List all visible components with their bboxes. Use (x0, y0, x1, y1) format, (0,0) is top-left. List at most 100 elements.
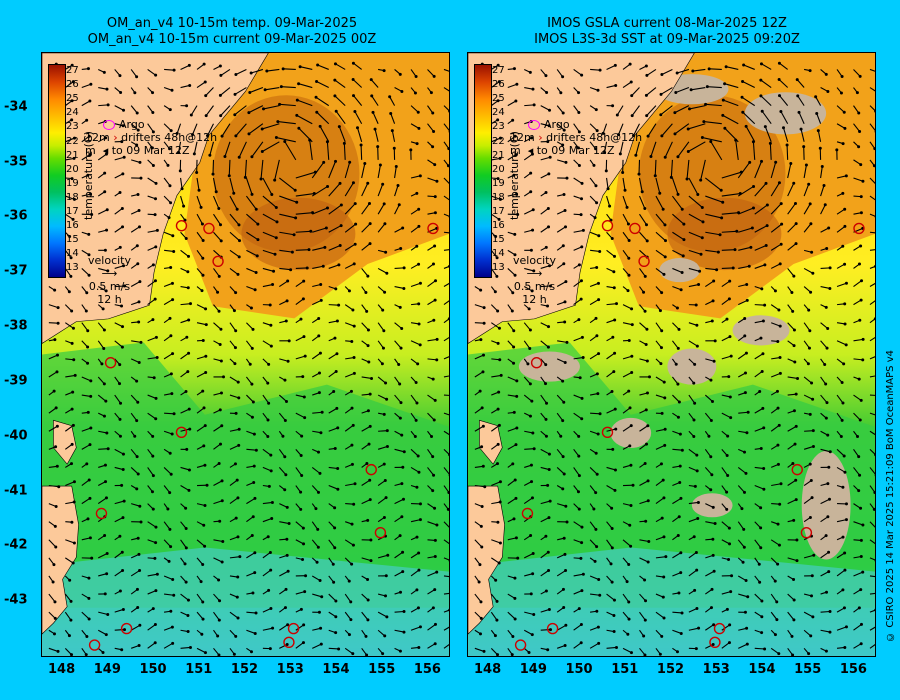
arrow-head (645, 114, 649, 118)
current-arrow (721, 591, 731, 595)
arrow-head (122, 155, 126, 159)
current-arrow (238, 141, 247, 158)
current-arrow (869, 213, 875, 217)
current-arrow (245, 340, 253, 349)
current-arrow (361, 376, 372, 380)
arrow-head (483, 485, 487, 489)
arrow-head (72, 500, 76, 504)
arrow-head (629, 651, 633, 655)
arrow-head (511, 291, 515, 295)
current-arrow (639, 557, 649, 563)
arrow-head (531, 208, 535, 212)
arrow-head (185, 104, 189, 108)
current-arrow (770, 424, 780, 432)
arrow-head (512, 329, 516, 333)
arrow-head (275, 220, 279, 224)
arrow-head (612, 614, 616, 618)
current-arrow (523, 394, 533, 402)
arrow-head (180, 187, 184, 191)
current-arrow (262, 340, 272, 347)
arrow-head (580, 541, 584, 545)
arrow-head (88, 153, 92, 157)
current-arrow (295, 249, 310, 251)
current-arrow (474, 354, 484, 360)
arrow-head (431, 111, 435, 115)
arrow-head (662, 535, 666, 539)
arrow-head (612, 630, 616, 634)
arrow-head (272, 269, 276, 273)
arrow-head (626, 632, 630, 636)
arrow-head (170, 88, 174, 92)
arrow-head (695, 453, 699, 457)
arrow-head (576, 490, 580, 494)
arrow-head (763, 263, 767, 267)
arrow-head (254, 448, 258, 452)
arrow-head (350, 522, 354, 526)
arrow-head (88, 536, 92, 540)
current-arrow (796, 79, 805, 88)
current-arrow (344, 611, 352, 620)
current-arrow (672, 629, 682, 634)
arrow-head (530, 633, 534, 637)
arrow-head (57, 485, 61, 489)
current-arrow (721, 298, 730, 306)
arrow-head (101, 650, 105, 654)
arrow-head (532, 613, 536, 617)
arrow-head (727, 526, 731, 530)
arrow-head (727, 375, 731, 379)
arrow-head (202, 444, 206, 448)
current-arrow (98, 104, 109, 107)
arrow-head (563, 360, 567, 364)
current-arrow (869, 300, 875, 306)
arrow-head (218, 343, 222, 347)
arrow-head (322, 160, 326, 164)
arrow-head (842, 454, 846, 458)
arrow-head (697, 283, 701, 287)
arrow-head (481, 370, 485, 374)
arrow-head (168, 527, 172, 531)
current-arrow (235, 123, 247, 137)
arrow-head (154, 541, 158, 545)
current-arrow (262, 569, 272, 577)
current-arrow (328, 371, 337, 378)
arrow-head (250, 346, 254, 350)
arrow-head (643, 618, 647, 622)
arrow-head (663, 155, 667, 159)
y-tick-label: -35 (4, 154, 28, 170)
current-arrow (394, 340, 402, 349)
arrow-head (204, 370, 208, 374)
arrow-head (701, 220, 705, 224)
current-arrow (229, 177, 235, 194)
current-arrow (163, 123, 172, 132)
arrow-head (514, 153, 518, 157)
arrow-head (433, 538, 437, 542)
current-arrow (295, 412, 305, 419)
arrow-head (777, 61, 781, 65)
arrow-head (793, 442, 797, 446)
current-arrow (507, 135, 516, 143)
arrow-head (529, 190, 533, 194)
current-arrow (353, 95, 363, 106)
arrow-head (55, 464, 59, 468)
arrow-head (779, 110, 783, 114)
current-arrow (443, 87, 449, 92)
current-arrow (507, 444, 517, 450)
right-map-panel[interactable] (467, 52, 876, 657)
arrow-head (325, 140, 329, 144)
argo-float (800, 526, 813, 539)
current-arrow (705, 624, 714, 631)
arrow-head (203, 503, 207, 507)
current-arrow (328, 407, 338, 414)
left-map-panel[interactable] (41, 52, 450, 657)
arrow-head (252, 464, 256, 468)
current-arrow (163, 521, 171, 530)
arrow-head (859, 642, 863, 646)
arrow-head (563, 644, 567, 648)
arrow-head (827, 570, 831, 574)
current-arrow (394, 551, 403, 559)
current-arrow (639, 593, 646, 602)
arrow-head (250, 382, 254, 386)
arrow-head (268, 647, 272, 651)
arrow-head (220, 499, 224, 503)
arrow-head (662, 272, 666, 276)
